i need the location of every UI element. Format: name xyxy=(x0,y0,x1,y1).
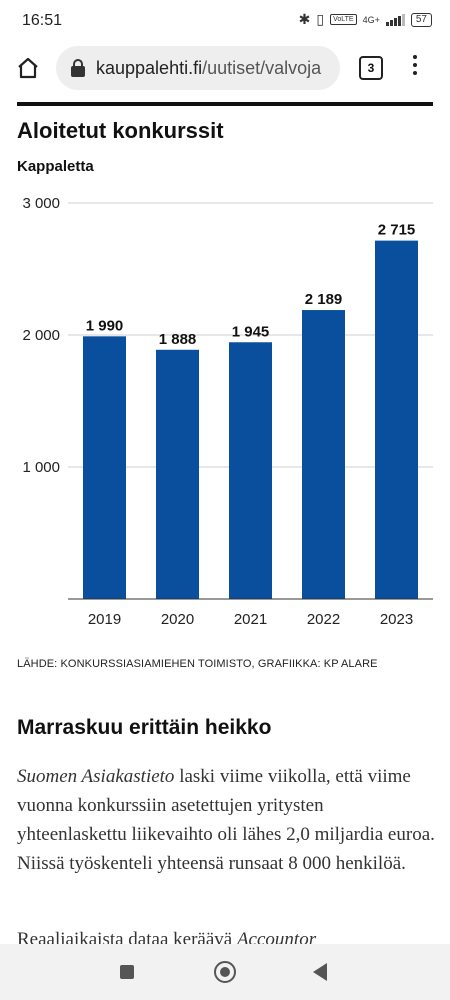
article-subheading: Marraskuu erittäin heikko xyxy=(17,716,272,739)
signal-icon xyxy=(385,13,405,26)
battery-level: 57 xyxy=(415,13,427,25)
status-bar: 16:51 ✱ ▯ VoLTE 4G+ 57 xyxy=(0,0,450,40)
clock: 16:51 xyxy=(22,12,63,29)
bar-chart: 1 000 2 000 3 000 1 990 2019 1 888 2020 1 945 20… xyxy=(22,195,433,628)
article-paragraph: Suomen Asiakastieto laski viime viikolla… xyxy=(17,762,437,878)
network-type: 4G+ xyxy=(362,14,380,25)
recent-apps-button[interactable] xyxy=(120,965,134,979)
bar xyxy=(156,349,199,599)
x-tick-label: 2020 xyxy=(161,611,194,628)
data-label: 1 888 xyxy=(159,331,197,348)
paragraph-emphasis: Suomen Asiakastieto xyxy=(17,766,175,787)
x-tick-label: 2021 xyxy=(234,611,267,628)
data-label: 1 990 xyxy=(86,317,124,334)
chart-title: Aloitetut konkurssit xyxy=(17,118,224,143)
url-path: /uutiset/valvoja xyxy=(202,58,322,78)
home-icon[interactable] xyxy=(16,56,40,80)
x-tick-label: 2023 xyxy=(380,611,413,628)
y-tick-label: 3 000 xyxy=(22,195,60,212)
lock-icon[interactable] xyxy=(70,59,86,77)
tab-switcher-button[interactable]: 3 xyxy=(359,56,383,80)
back-button[interactable] xyxy=(313,963,327,981)
bar xyxy=(83,336,126,599)
bar xyxy=(229,342,272,599)
volte-icon: VoLTE xyxy=(330,14,357,25)
section-divider xyxy=(17,102,433,106)
chart-unit-label: Kappaletta xyxy=(17,158,94,175)
url-host: kauppalehti.fi xyxy=(96,58,203,78)
data-label: 2 189 xyxy=(305,291,343,308)
y-tick-label: 2 000 xyxy=(22,327,60,344)
browser-toolbar: kauppalehti.fi/uutiset/valvoja 3 xyxy=(0,40,450,98)
url-text[interactable]: kauppalehti.fi/uutiset/valvoja xyxy=(96,58,332,79)
bluetooth-icon: ✱ xyxy=(298,11,311,27)
vibrate-icon: ▯ xyxy=(316,11,325,27)
home-button[interactable] xyxy=(214,961,236,983)
bar xyxy=(302,310,345,599)
bar xyxy=(375,240,418,599)
data-label: 1 945 xyxy=(232,323,270,340)
x-tick-label: 2019 xyxy=(88,611,121,628)
battery-icon: 57 xyxy=(410,12,432,27)
chart-source: LÄHDE: KONKURSSIASIAMIEHEN TOIMISTO, GRA… xyxy=(17,658,378,670)
data-label: 2 715 xyxy=(378,222,416,239)
x-tick-label: 2022 xyxy=(307,611,340,628)
address-bar[interactable]: kauppalehti.fi/uutiset/valvoja xyxy=(56,46,340,90)
navigation-bar xyxy=(0,944,450,1000)
overflow-menu-icon[interactable] xyxy=(410,55,420,81)
paragraph-text: laski viime viikolla, että viime vuonna … xyxy=(17,766,435,874)
y-tick-label: 1 000 xyxy=(22,459,60,476)
status-icons: ✱ ▯ VoLTE 4G+ 57 xyxy=(299,11,432,28)
